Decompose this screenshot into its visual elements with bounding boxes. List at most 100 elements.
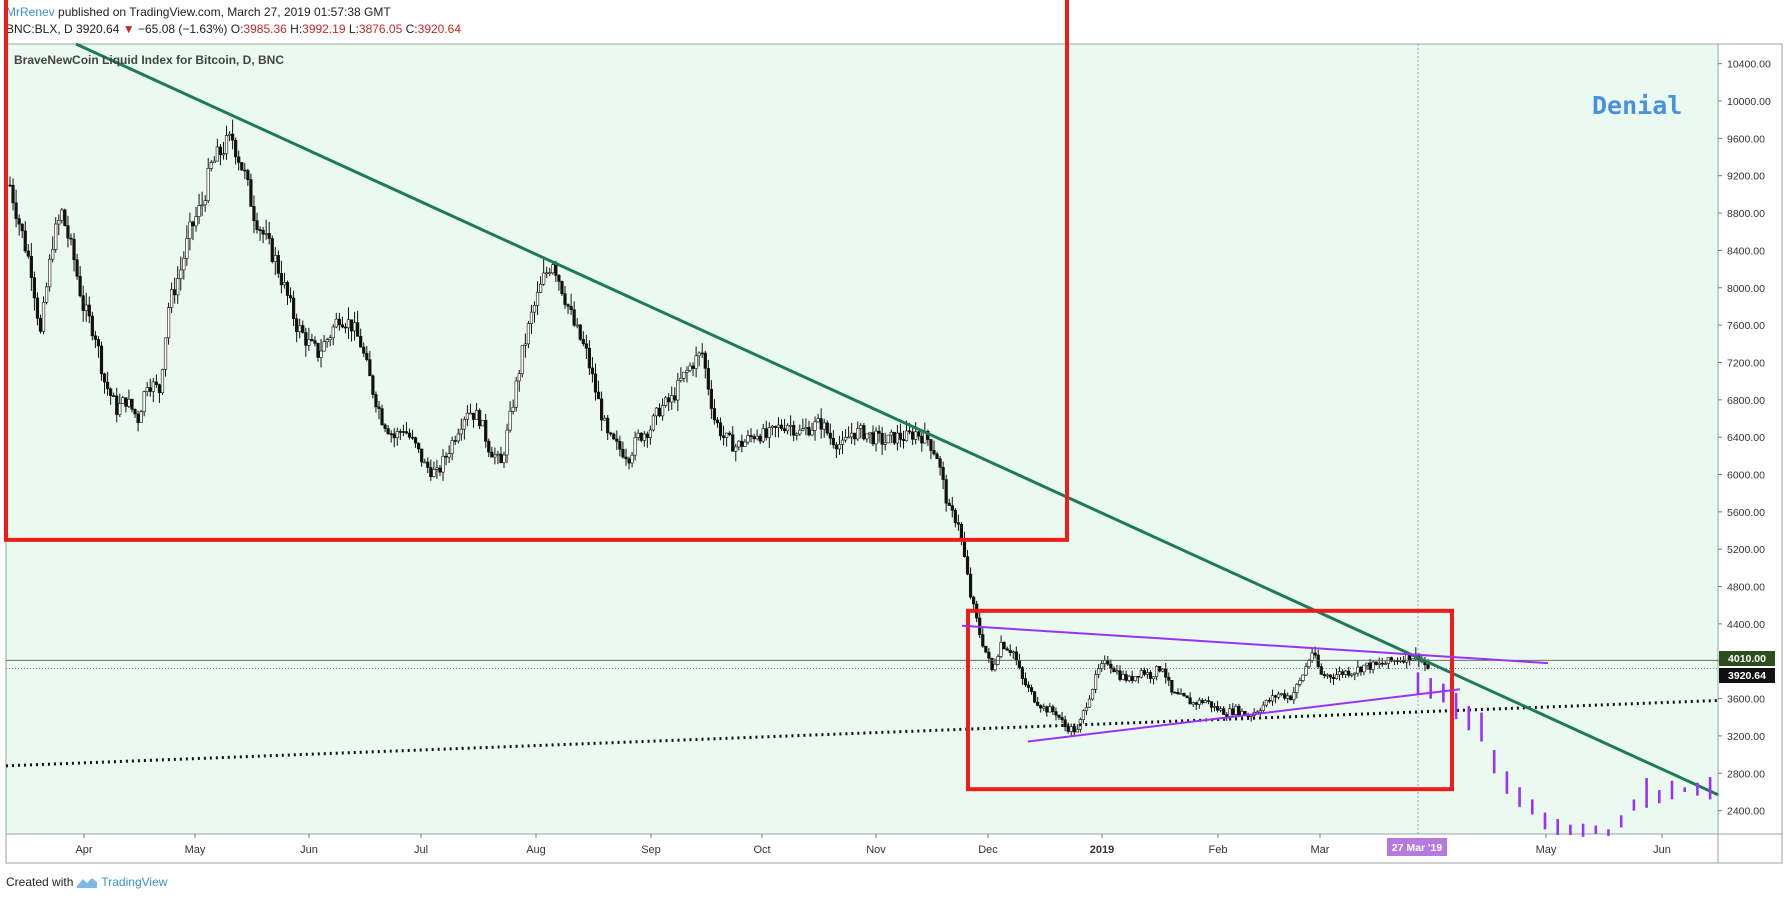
candle-body — [1307, 660, 1311, 667]
candle-body — [478, 410, 482, 427]
candle-body — [731, 434, 735, 452]
candle-body — [282, 282, 287, 286]
candle-body — [343, 326, 348, 329]
candle-body — [173, 289, 177, 296]
candle-body — [124, 397, 128, 407]
price-change: −65.08 (−1.63%) — [138, 22, 228, 36]
candle-body — [279, 273, 284, 286]
x-tick-label-4: Aug — [526, 844, 546, 856]
candle-body — [1014, 651, 1018, 661]
y-tick-label-1: 10000.00 — [1727, 96, 1771, 108]
y-tick-label-3: 9200.00 — [1727, 171, 1765, 183]
plot-area[interactable] — [5, 43, 1719, 835]
candle-body — [356, 322, 360, 337]
candle-body — [377, 406, 381, 409]
candle-body — [898, 432, 903, 440]
candle-body — [1331, 676, 1336, 679]
author-link[interactable]: MrRenev — [6, 5, 55, 19]
candle-body — [615, 438, 619, 442]
candle-body — [1124, 674, 1128, 681]
y-tick-label-4: 8800.00 — [1727, 208, 1765, 220]
candle-body — [1084, 706, 1089, 711]
candle-body — [264, 233, 268, 235]
candle-body — [105, 381, 110, 390]
candle-body — [1081, 710, 1086, 720]
candle-body — [252, 206, 256, 222]
candle-body — [792, 424, 796, 436]
level-price-tag: 4010.00 — [1719, 651, 1775, 666]
candle-body — [1133, 675, 1137, 681]
x-tick-label-0: Apr — [75, 844, 92, 856]
candle-body — [313, 340, 317, 344]
candle-body — [532, 305, 537, 313]
footer: Created with TradingView — [6, 875, 167, 889]
candle-body — [856, 428, 860, 440]
candle-body — [453, 440, 457, 442]
candle-body — [389, 433, 393, 435]
candle-body — [932, 450, 936, 455]
candle-body — [87, 304, 91, 317]
candle-body — [679, 377, 683, 381]
candle-body — [224, 135, 229, 154]
candle-body — [953, 510, 957, 523]
candle-body — [197, 205, 201, 217]
candle-body — [694, 355, 698, 369]
candle-body — [1286, 695, 1290, 699]
candle-body — [1276, 693, 1281, 698]
candle-body — [349, 319, 354, 332]
candle-body — [69, 237, 73, 240]
candle-body — [904, 430, 909, 442]
candle-body — [1185, 695, 1189, 699]
candle-body — [593, 373, 598, 393]
candle-body — [310, 339, 314, 341]
candle-body — [941, 467, 945, 480]
candle-body — [307, 339, 311, 346]
candle-body — [484, 419, 488, 442]
candle-body — [782, 428, 787, 432]
candle-body — [1222, 708, 1226, 715]
candle-body — [450, 440, 454, 454]
candle-body — [874, 430, 878, 445]
candle-body — [1200, 699, 1204, 704]
candle-body — [1054, 711, 1058, 716]
candle-body — [1337, 671, 1342, 676]
candle-body — [246, 170, 250, 180]
candle-body — [706, 368, 710, 390]
candle-body — [1069, 726, 1073, 732]
x-axis: Apr May Jun Jul Aug Sep Oct Nov Dec 2019 Feb Mar May… — [75, 834, 1671, 856]
candle-body — [505, 429, 509, 456]
candle-body — [206, 168, 210, 202]
candle-body — [468, 412, 473, 415]
y-tick-label-11: 6000.00 — [1727, 470, 1765, 482]
candle-body — [554, 264, 558, 276]
candle-body — [423, 461, 427, 464]
y-tick-label-13: 5200.00 — [1727, 544, 1765, 556]
candle-body — [691, 365, 695, 369]
candle-body — [487, 440, 491, 453]
x-tick-label-3: Jul — [414, 844, 428, 856]
candle-body — [1270, 695, 1275, 702]
candle-body — [1097, 668, 1101, 675]
candle-body — [185, 238, 189, 259]
candle-body — [63, 209, 67, 227]
candle-body — [130, 398, 134, 410]
candle-body — [624, 456, 628, 460]
candle-body — [1203, 700, 1207, 704]
candle-body — [1005, 648, 1009, 651]
tradingview-link[interactable]: TradingView — [101, 875, 168, 889]
candle-body — [822, 422, 826, 430]
candle-body — [1121, 674, 1125, 680]
x-tick-label-1: May — [185, 844, 206, 856]
candle-body — [1368, 662, 1372, 670]
candle-body — [749, 435, 753, 437]
candle-body — [359, 336, 363, 348]
candle-body — [1231, 708, 1235, 715]
y-tick-label-9: 6800.00 — [1727, 395, 1765, 407]
candle-body — [545, 272, 549, 275]
candle-body — [462, 418, 466, 430]
candle-body — [298, 325, 302, 333]
candle-body — [1176, 692, 1180, 695]
y-tick-label-5: 8400.00 — [1727, 245, 1765, 257]
candle-body — [813, 421, 817, 431]
